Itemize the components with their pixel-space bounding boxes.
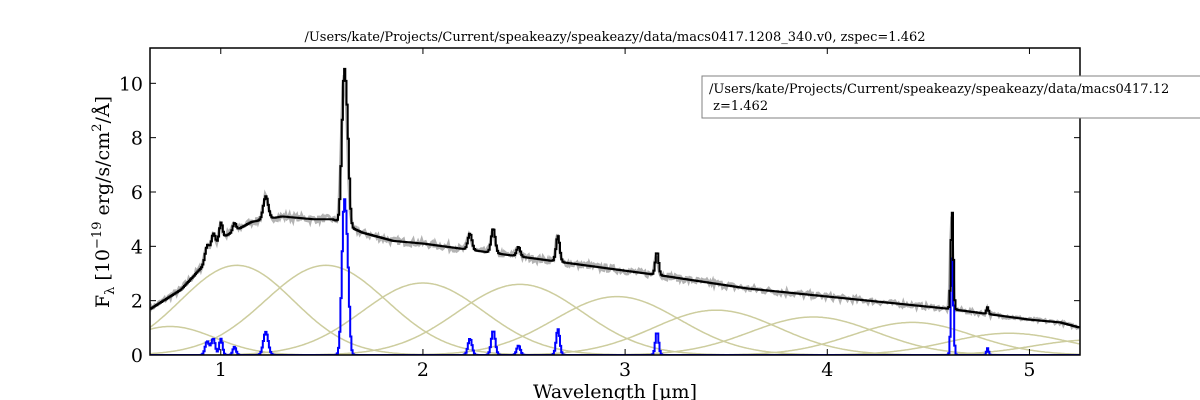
y-tick-label: 2: [131, 291, 143, 313]
y-axis-label: Fλ [10−19 erg/s/cm2/Å]: [90, 96, 118, 308]
basis-function-curve: [150, 295, 1080, 355]
basis-function-curve: [150, 264, 1080, 355]
x-tick-label: 3: [619, 359, 631, 381]
x-tick-label: 2: [417, 359, 429, 381]
legend-box: /Users/kate/Projects/Current/speakeazy/s…: [701, 75, 1200, 119]
basis-function-curve: [150, 321, 1080, 355]
y-tick-label: 6: [131, 182, 143, 204]
y-tick-label: 4: [131, 236, 143, 258]
y-tick-label: 0: [131, 345, 143, 367]
legend-line-1: /Users/kate/Projects/Current/speakeazy/s…: [709, 82, 1169, 97]
total-model-spectrum: [150, 67, 1080, 329]
basis-function-curve: [150, 264, 1080, 355]
legend-frame: [701, 75, 1200, 119]
x-tick-label: 1: [215, 359, 227, 381]
x-tick-label: 5: [1023, 359, 1035, 381]
y-tick-label: 8: [131, 128, 143, 150]
x-tick-label: 4: [821, 359, 833, 381]
basis-function-curve: [150, 332, 1080, 355]
chart-title: /Users/kate/Projects/Current/speakeazy/s…: [304, 30, 925, 45]
legend-line-2: z=1.462: [709, 99, 768, 114]
x-axis-label: Wavelength [μm]: [533, 381, 697, 400]
y-tick-label: 10: [119, 73, 143, 95]
plot-frame: [149, 47, 1081, 356]
